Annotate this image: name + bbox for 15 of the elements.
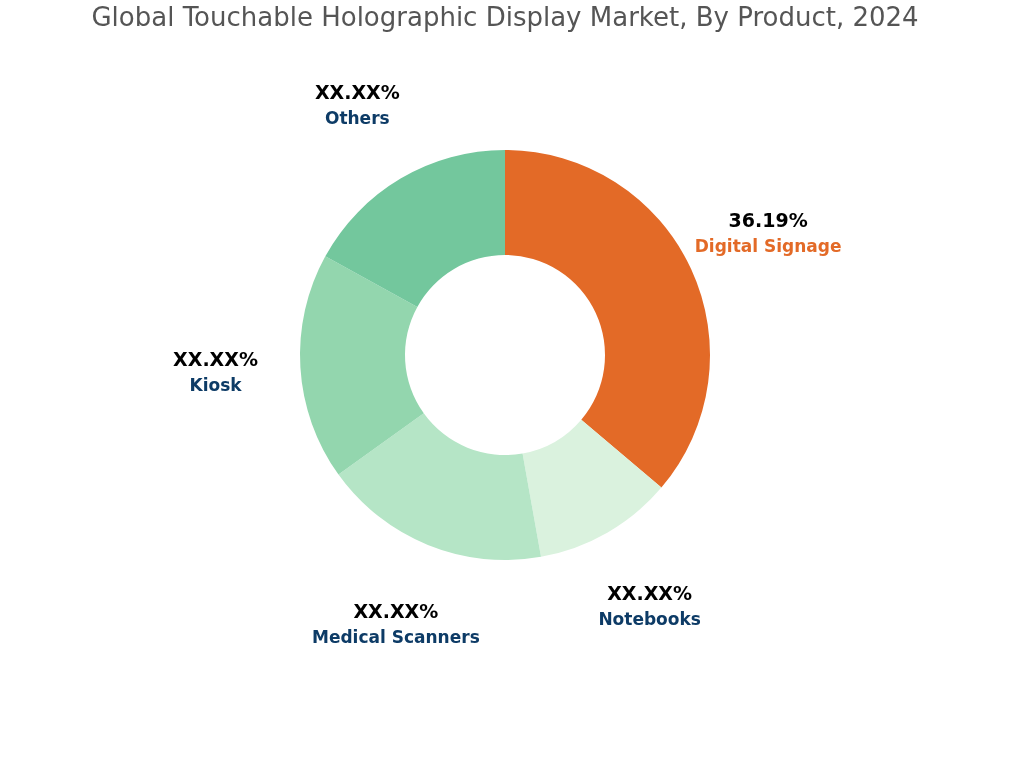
donut-slice bbox=[338, 413, 542, 560]
donut-slice bbox=[300, 256, 424, 475]
donut-slice bbox=[522, 419, 662, 557]
slice-label: Others bbox=[324, 108, 390, 129]
slice-label: Digital Signage bbox=[694, 236, 842, 257]
data-label: 36.19% bbox=[728, 209, 808, 232]
data-label: XX.XX% bbox=[173, 348, 258, 371]
chart-title: Global Touchable Holographic Display Market, By Product, 2024 bbox=[91, 2, 919, 32]
slice-label: Kiosk bbox=[189, 375, 243, 396]
donut-slice bbox=[325, 150, 505, 307]
slice-label: Medical Scanners bbox=[311, 626, 480, 647]
data-label: XX.XX% bbox=[607, 582, 693, 605]
data-label: XX.XX% bbox=[353, 599, 439, 622]
slice-label: Notebooks bbox=[598, 609, 701, 630]
data-label: XX.XX% bbox=[314, 81, 400, 104]
